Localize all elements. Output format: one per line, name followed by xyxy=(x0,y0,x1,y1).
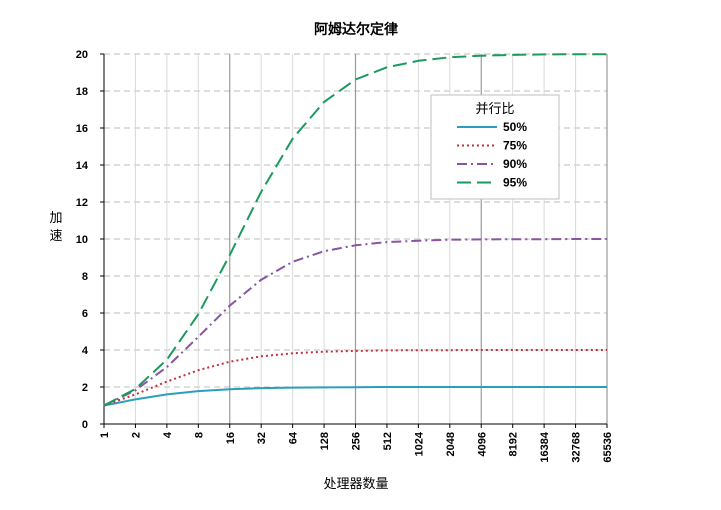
x-tick-label: 128 xyxy=(319,432,331,450)
y-tick-label: 2 xyxy=(82,382,88,394)
y-tick-label: 0 xyxy=(82,419,88,431)
y-tick-label: 16 xyxy=(76,123,88,135)
series-layer xyxy=(103,53,607,407)
y-tick-label: 20 xyxy=(76,49,88,61)
x-tick-label: 2 xyxy=(130,432,142,438)
x-tick-label: 256 xyxy=(351,432,363,450)
x-tick-label: 32 xyxy=(256,432,268,444)
series-line-90pct xyxy=(103,238,607,407)
y-tick-label: 8 xyxy=(82,271,88,283)
legend-item-label: 75% xyxy=(503,139,527,153)
x-tick-label: 32768 xyxy=(571,432,583,463)
legend-item-label: 50% xyxy=(503,120,527,134)
x-tick-label: 8192 xyxy=(508,432,520,456)
series-line-50pct xyxy=(103,386,607,407)
x-axis-label: 处理器数量 xyxy=(323,477,388,492)
y-axis-label: 加速 xyxy=(49,211,62,244)
y-axis-label-char: 速 xyxy=(49,229,62,244)
x-tick-label: 64 xyxy=(288,431,300,444)
x-tick-label: 1 xyxy=(99,432,111,438)
x-tick-label: 1024 xyxy=(413,431,425,456)
y-tick-label: 6 xyxy=(82,308,88,320)
y-tick-label: 12 xyxy=(76,197,88,209)
legend-title: 并行比 xyxy=(475,102,514,117)
x-tick-label: 512 xyxy=(382,432,394,450)
x-tick-label: 16 xyxy=(225,432,237,444)
y-tick-label: 10 xyxy=(76,234,88,246)
x-tick-label: 65536 xyxy=(602,432,614,463)
y-tick-label: 4 xyxy=(82,345,89,357)
x-tick-label: 4096 xyxy=(476,432,488,456)
legend-item-label: 90% xyxy=(503,157,527,171)
grid-layer xyxy=(104,53,608,424)
legend-item-label: 95% xyxy=(503,176,527,190)
chart-title: 阿姆达尔定律 xyxy=(314,21,398,38)
legend-box xyxy=(430,94,560,200)
y-tick-label: 18 xyxy=(76,86,88,98)
legend: 并行比 50% 75% 90% 95% xyxy=(430,94,560,200)
series-line-95pct xyxy=(103,53,607,407)
x-tick-label: 16384 xyxy=(539,431,551,462)
y-axis-label-char: 加 xyxy=(49,211,62,226)
x-tick-label: 8 xyxy=(193,432,205,438)
x-tick-label: 4 xyxy=(162,431,174,438)
x-tick-label: 2048 xyxy=(445,432,457,456)
y-tick-label: 14 xyxy=(76,160,89,172)
y-axis-label-text: 加速 xyxy=(49,211,62,244)
